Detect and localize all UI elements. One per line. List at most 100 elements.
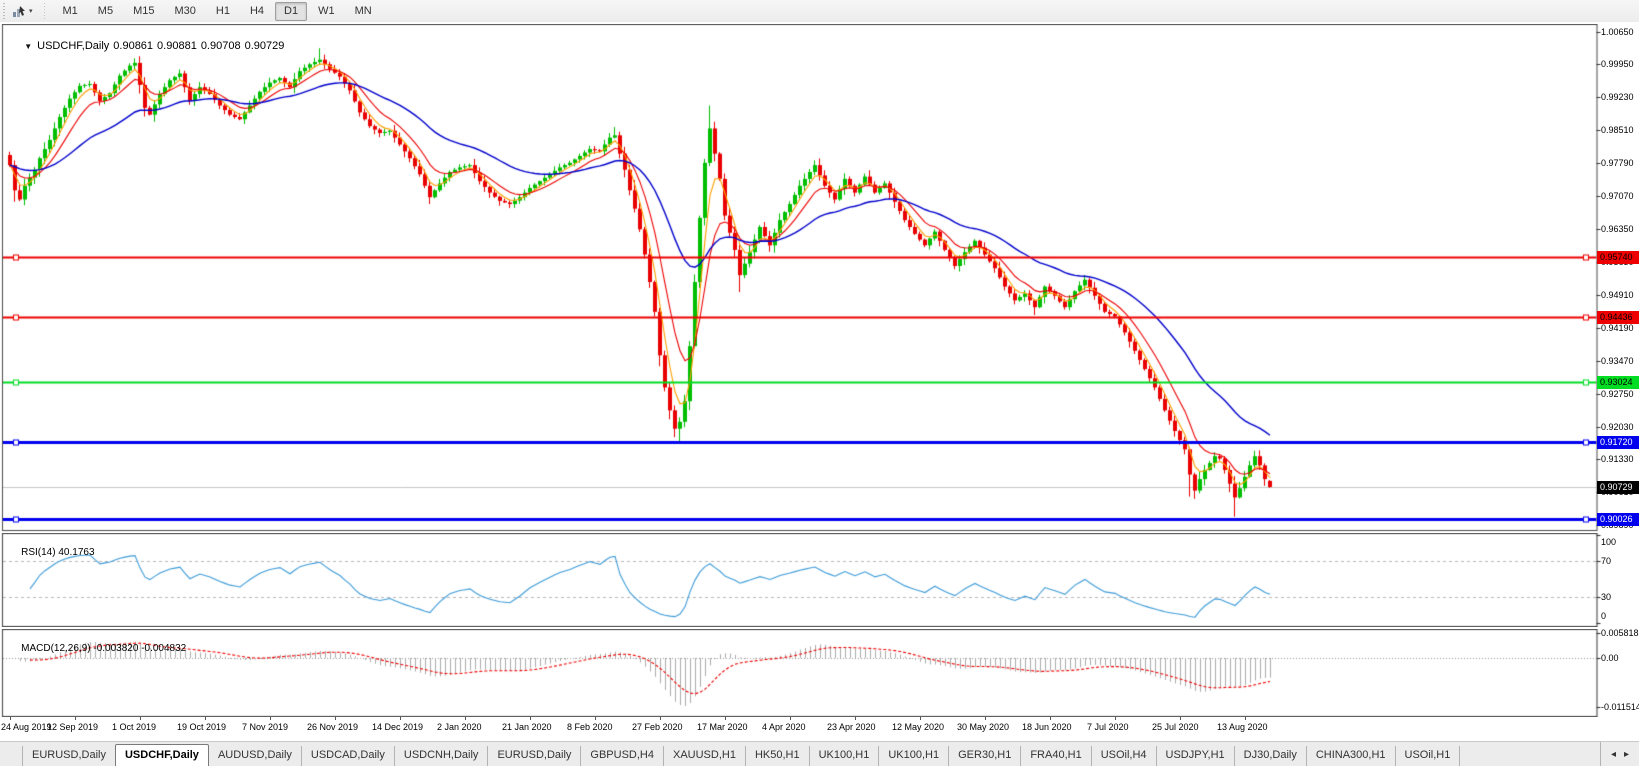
price-axis-label: 0.92750	[1601, 389, 1634, 400]
chart-window: ▼ USDCHF,Daily 0.90861 0.90881 0.90708 0.9072…	[0, 22, 1639, 741]
symbol-tab-FRA40-H1[interactable]: FRA40,H1	[1021, 746, 1092, 766]
price-tag[interactable]: 0.90026	[1597, 513, 1639, 527]
symbol-tab-EURUSD-Daily[interactable]: EURUSD,Daily	[22, 746, 116, 766]
toolbar: ▾ M1 M5 M15 M30 H1 H4 D1 W1 MN	[0, 0, 1639, 23]
date-axis-label: 18 Jun 2020	[1022, 722, 1072, 732]
price-tag[interactable]: 0.95740	[1597, 251, 1639, 265]
date-axis-label: 2 Jan 2020	[437, 722, 482, 732]
price-axis-label: 0.94910	[1601, 290, 1634, 301]
price-axis-label: 0.94190	[1601, 323, 1634, 334]
price-axis-label: 0.98510	[1601, 125, 1634, 136]
date-axis-tick	[855, 717, 856, 720]
date-axis-tick	[725, 717, 726, 720]
price-axis-label: 0.99230	[1601, 92, 1634, 103]
rsi-axis-label: 30	[1601, 591, 1612, 602]
date-axis-tick	[595, 717, 596, 720]
timeframe-button-M15[interactable]: M15	[124, 2, 163, 21]
ohlc-open-value: 0.90861	[113, 40, 154, 52]
price-axis-label: 0.93470	[1601, 356, 1634, 367]
date-axis-tick	[1180, 717, 1181, 720]
date-axis-tick	[1050, 717, 1051, 720]
chart-pointer-tool-icon[interactable]	[10, 3, 28, 19]
timeframe-button-MN[interactable]: MN	[346, 2, 381, 21]
price-tag[interactable]: 0.93024	[1597, 375, 1639, 389]
timeframe-button-W1[interactable]: W1	[309, 2, 344, 21]
date-axis-tick	[400, 717, 401, 720]
date-axis-tick	[10, 717, 11, 720]
symbol-tab-UK100-H1[interactable]: UK100,H1	[879, 746, 950, 766]
date-axis-tick	[660, 717, 661, 720]
symbol-tab-HK50-H1[interactable]: HK50,H1	[746, 746, 810, 766]
ohlc-high-value: 0.90881	[157, 40, 197, 52]
date-axis-label: 19 Oct 2019	[177, 722, 227, 732]
chart-symbol-label: USDCHF,Daily	[37, 40, 110, 52]
date-axis-label: 4 Apr 2020	[762, 722, 806, 732]
date-axis-tick	[335, 717, 336, 720]
price-axis-label: 0.99950	[1601, 59, 1634, 70]
symbol-tab-USDCAD-Daily[interactable]: USDCAD,Daily	[302, 746, 395, 766]
date-axis-label: 14 Dec 2019	[372, 722, 424, 732]
macd-axis-label: -0.011514	[1601, 702, 1639, 712]
rsi-axis-label: 100	[1601, 537, 1617, 547]
chart-title: ▼ USDCHF,Daily 0.90861 0.90881 0.90708 0.9072…	[12, 28, 288, 64]
rsi-panel-canvas[interactable]	[0, 533, 1639, 627]
toolbar-drag-handle[interactable]	[2, 3, 7, 19]
date-axis-label: 1 Oct 2019	[112, 722, 157, 732]
symbol-tab-USDJPY-H1[interactable]: USDJPY,H1	[1157, 746, 1235, 766]
macd-axis-label: 0.00	[1601, 653, 1619, 663]
symbol-tab-EURUSD-Daily[interactable]: EURUSD,Daily	[488, 746, 582, 766]
date-axis-label: 30 May 2020	[957, 722, 1010, 732]
date-axis-label: 21 Jan 2020	[502, 722, 552, 732]
symbol-tab-USOil-H4[interactable]: USOil,H4	[1092, 746, 1157, 766]
symbol-tab-USDCNH-Daily[interactable]: USDCNH,Daily	[395, 746, 489, 766]
price-tag[interactable]: 0.91720	[1597, 435, 1639, 449]
date-axis-tick	[920, 717, 921, 720]
date-axis-label: 25 Jul 2020	[1152, 722, 1199, 732]
price-axis-label: 0.96350	[1601, 224, 1634, 235]
chevron-down-icon[interactable]: ▾	[29, 8, 33, 15]
date-axis-label: 13 Aug 2020	[1217, 722, 1268, 732]
symbol-tab-UK100-H1[interactable]: UK100,H1	[810, 746, 880, 766]
timeframe-button-M30[interactable]: M30	[165, 2, 204, 21]
timeframe-button-H1[interactable]: H1	[207, 2, 239, 21]
price-tag[interactable]: 0.94436	[1597, 311, 1639, 325]
ohlc-low-value: 0.90708	[200, 40, 241, 52]
symbol-tab-GBPUSD-H4[interactable]: GBPUSD,H4	[581, 746, 664, 766]
symbol-tab-DJ30-Daily[interactable]: DJ30,Daily	[1235, 746, 1307, 766]
date-axis-label: 12 Sep 2019	[47, 722, 99, 732]
date-axis-tick	[205, 717, 206, 720]
symbol-tab-USOil-H1[interactable]: USOil,H1	[1396, 746, 1461, 766]
symbol-tab-GER30-H1[interactable]: GER30,H1	[949, 746, 1022, 766]
date-axis-tick	[985, 717, 986, 720]
rsi-axis-label: 70	[1601, 556, 1612, 567]
ohlc-close-value: 0.90729	[244, 40, 285, 52]
price-axis-label: 0.97790	[1601, 158, 1634, 169]
tab-scroll-left-icon[interactable]: ◂	[1610, 748, 1616, 760]
symbol-tab-CHINA300-H1[interactable]: CHINA300,H1	[1307, 746, 1396, 766]
rsi-axis-label: 0	[1601, 611, 1607, 621]
timeframe-button-H4[interactable]: H4	[241, 2, 273, 21]
timeframe-button-D1[interactable]: D1	[275, 1, 308, 21]
date-axis-label: 7 Nov 2019	[242, 722, 289, 732]
timeframe-button-M5[interactable]: M5	[89, 2, 122, 21]
date-axis: 24 Aug 2019 12 Sep 2019 1 Oct 2019 19 Oct 2…	[0, 717, 1639, 741]
date-axis-label: 8 Feb 2020	[567, 722, 613, 732]
symbol-tab-AUDUSD-Daily[interactable]: AUDUSD,Daily	[209, 746, 302, 766]
chart-title-dropdown-icon[interactable]: ▼	[24, 42, 33, 51]
date-axis-label: 26 Nov 2019	[307, 722, 359, 732]
tab-scroll-right-icon[interactable]: ▸	[1623, 748, 1629, 760]
timeframe-button-M1[interactable]: M1	[54, 2, 87, 21]
symbol-tab-USDCHF-Daily[interactable]: USDCHF,Daily	[114, 744, 209, 766]
price-axis-label: 1.00650	[1601, 27, 1634, 38]
date-axis-tick	[1245, 717, 1246, 720]
date-axis-tick	[1115, 717, 1116, 720]
symbol-tab-XAUUSD-H1[interactable]: XAUUSD,H1	[664, 746, 746, 766]
date-axis-tick	[140, 717, 141, 720]
price-axis-label: 0.92030	[1601, 422, 1634, 433]
macd-panel-canvas[interactable]	[0, 629, 1639, 717]
date-axis-label: 7 Jul 2020	[1087, 722, 1129, 732]
tab-scroll-arrows: ◂ ▸	[1599, 742, 1639, 766]
main-chart-canvas[interactable]	[0, 24, 1639, 532]
date-axis-label: 24 Aug 2019	[1, 722, 52, 732]
timeframe-button-group: M1 M5 M15 M30 H1 H4 D1 W1 MN	[53, 1, 382, 21]
